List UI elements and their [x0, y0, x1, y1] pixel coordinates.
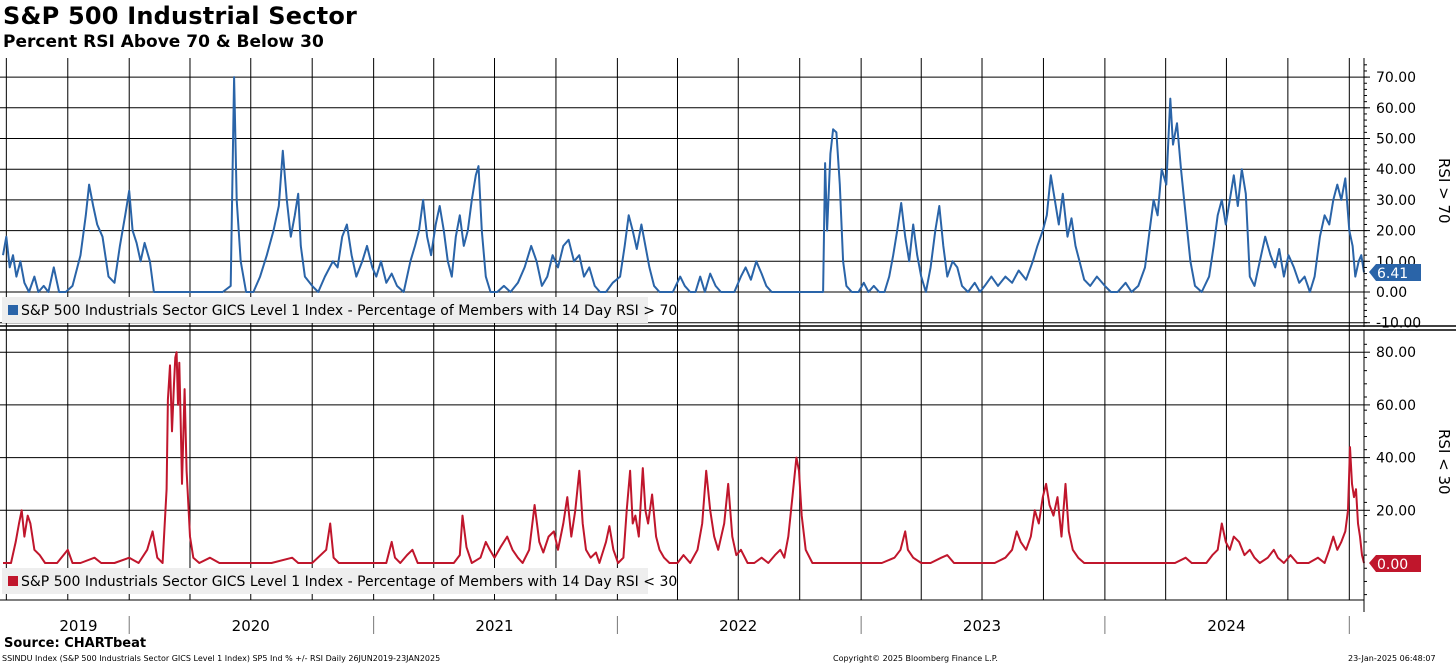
chart-title: S&P 500 Industrial Sector — [3, 2, 358, 30]
y-tick-label: 40.00 — [1376, 451, 1416, 467]
lower-series-group — [3, 351, 1365, 564]
y-tick-label: 70.00 — [1376, 70, 1416, 86]
upper-series-group — [2, 76, 1365, 293]
upper-legend: S&P 500 Industrials Sector GICS Level 1 … — [2, 297, 677, 323]
y-tick-label: 60.00 — [1376, 398, 1416, 414]
lower-y-axis-label: RSI < 30 — [1435, 429, 1453, 495]
y-tick-label: -10.00 — [1376, 316, 1421, 332]
y-tick-label: 80.00 — [1376, 345, 1416, 361]
y-tick-label: 40.00 — [1376, 162, 1416, 178]
lower-legend: S&P 500 Industrials Sector GICS Level 1 … — [2, 568, 677, 594]
footer-timestamp: 23-Jan-2025 06:48:07 — [1348, 654, 1436, 663]
y-tick-label: 30.00 — [1376, 193, 1416, 209]
x-tick-label: 2023 — [963, 617, 1001, 635]
y-tick-label: 60.00 — [1376, 101, 1416, 117]
y-tick-label: 20.00 — [1376, 224, 1416, 240]
rsi-above-70-line — [2, 76, 1365, 293]
upper-last-value-badge: 6.41 — [1369, 264, 1421, 282]
y-tick-label: 50.00 — [1376, 132, 1416, 148]
lower-legend-swatch — [8, 576, 18, 586]
y-tick-label: 0.00 — [1376, 285, 1407, 301]
footer-ticker: SSINDU Index (S&P 500 Industrials Sector… — [2, 654, 441, 663]
x-tick-label: 2022 — [719, 617, 757, 635]
upper-last-value: 6.41 — [1377, 266, 1408, 282]
footer-copyright: Copyright© 2025 Bloomberg Finance L.P. — [833, 654, 998, 663]
y-tick-label: 20.00 — [1376, 503, 1416, 519]
axes-group: 70.0060.0050.0040.0030.0020.0010.000.00-… — [0, 58, 1456, 635]
upper-legend-text: S&P 500 Industrials Sector GICS Level 1 … — [21, 303, 677, 319]
lower-legend-text: S&P 500 Industrials Sector GICS Level 1 … — [21, 574, 677, 590]
upper-legend-swatch — [8, 305, 18, 315]
rsi-below-30-line — [3, 351, 1365, 564]
x-tick-label: 2024 — [1207, 617, 1245, 635]
x-tick-label: 2020 — [232, 617, 270, 635]
lower-last-value: 0.00 — [1377, 557, 1408, 573]
x-tick-label: 2019 — [59, 617, 97, 635]
chart-subtitle: Percent RSI Above 70 & Below 30 — [3, 32, 324, 52]
x-tick-label: 2021 — [475, 617, 513, 635]
upper-y-axis-label: RSI > 70 — [1435, 158, 1453, 224]
lower-last-value-badge: 0.00 — [1369, 555, 1421, 573]
grid-lines — [0, 58, 1364, 600]
source-note: Source: CHARTbeat — [4, 636, 147, 651]
